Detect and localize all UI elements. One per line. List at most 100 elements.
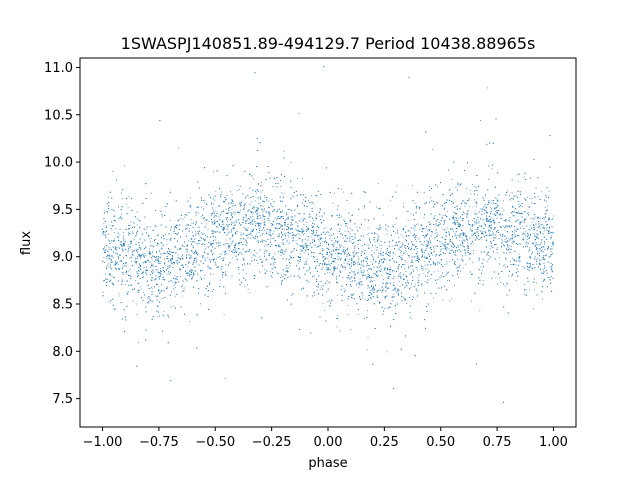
data-point xyxy=(491,168,493,170)
data-point xyxy=(133,288,135,290)
data-point xyxy=(440,275,442,277)
data-point xyxy=(391,245,393,247)
data-point xyxy=(366,234,368,236)
data-point xyxy=(143,271,145,273)
data-point xyxy=(103,249,105,251)
data-point xyxy=(377,290,379,292)
data-point xyxy=(234,214,236,216)
data-point xyxy=(165,257,167,259)
data-point xyxy=(225,271,226,273)
data-point xyxy=(429,240,431,242)
data-point xyxy=(527,269,528,271)
data-point xyxy=(221,224,223,226)
data-point xyxy=(534,203,536,205)
data-point xyxy=(388,287,390,289)
data-point xyxy=(203,256,205,258)
data-point xyxy=(378,252,380,254)
data-point xyxy=(402,264,404,266)
data-point xyxy=(436,282,437,284)
data-point xyxy=(190,241,192,242)
data-point xyxy=(527,239,529,241)
data-point xyxy=(135,280,136,282)
data-point xyxy=(352,271,354,273)
data-point xyxy=(429,278,431,280)
data-point xyxy=(507,246,509,248)
data-point xyxy=(359,239,361,241)
data-point xyxy=(104,280,105,281)
data-point xyxy=(331,235,333,237)
data-point xyxy=(200,303,202,305)
data-point xyxy=(433,297,435,299)
data-point xyxy=(486,234,488,236)
data-point xyxy=(145,261,147,263)
data-point xyxy=(536,230,538,232)
data-point xyxy=(134,226,136,228)
data-point xyxy=(231,243,233,245)
data-point xyxy=(306,221,308,223)
data-point xyxy=(106,256,107,257)
data-point xyxy=(262,190,264,192)
data-point xyxy=(534,216,536,218)
data-point xyxy=(431,148,433,150)
data-point xyxy=(435,254,437,256)
data-point xyxy=(389,260,390,262)
data-point xyxy=(445,246,447,248)
data-point xyxy=(410,231,412,233)
data-point xyxy=(446,247,448,249)
data-point xyxy=(390,199,391,201)
data-point xyxy=(236,221,238,223)
data-point xyxy=(337,209,338,210)
data-point xyxy=(133,238,135,240)
data-point xyxy=(542,298,543,300)
data-point xyxy=(129,278,131,280)
data-point xyxy=(424,264,426,266)
data-point xyxy=(215,210,217,212)
data-point xyxy=(111,276,113,277)
data-point xyxy=(126,203,128,205)
data-point xyxy=(166,239,168,241)
data-point xyxy=(283,228,285,230)
data-point xyxy=(506,282,508,284)
data-point xyxy=(400,252,401,254)
data-point xyxy=(321,248,323,250)
data-point xyxy=(452,250,454,251)
data-point xyxy=(173,228,175,230)
data-point xyxy=(322,264,324,266)
data-point xyxy=(419,208,421,210)
data-point xyxy=(237,185,239,187)
data-point xyxy=(442,299,444,301)
data-point xyxy=(232,200,234,202)
data-point xyxy=(307,239,309,241)
data-point xyxy=(105,225,107,227)
data-point xyxy=(453,215,454,217)
data-point xyxy=(151,264,153,266)
data-point xyxy=(455,252,456,253)
data-point xyxy=(166,273,168,275)
data-point xyxy=(481,231,483,233)
data-point xyxy=(272,210,274,212)
data-point xyxy=(250,216,252,218)
data-point xyxy=(194,231,196,233)
data-point xyxy=(535,282,537,284)
data-point xyxy=(264,245,266,247)
data-point xyxy=(130,277,132,279)
data-point xyxy=(263,268,265,270)
data-point xyxy=(443,244,445,246)
data-point xyxy=(185,249,187,251)
data-point xyxy=(241,254,243,256)
data-point xyxy=(212,273,214,275)
data-point xyxy=(322,241,324,243)
data-point xyxy=(138,270,140,272)
data-point xyxy=(525,199,527,201)
data-point xyxy=(399,285,401,287)
data-point xyxy=(259,225,261,227)
data-point xyxy=(228,247,230,249)
data-point xyxy=(138,341,139,343)
data-point xyxy=(188,205,190,207)
data-point xyxy=(153,271,154,273)
data-point xyxy=(117,235,119,237)
data-point xyxy=(256,206,258,208)
data-point xyxy=(497,247,499,249)
data-point xyxy=(436,225,438,227)
data-point xyxy=(150,226,151,228)
